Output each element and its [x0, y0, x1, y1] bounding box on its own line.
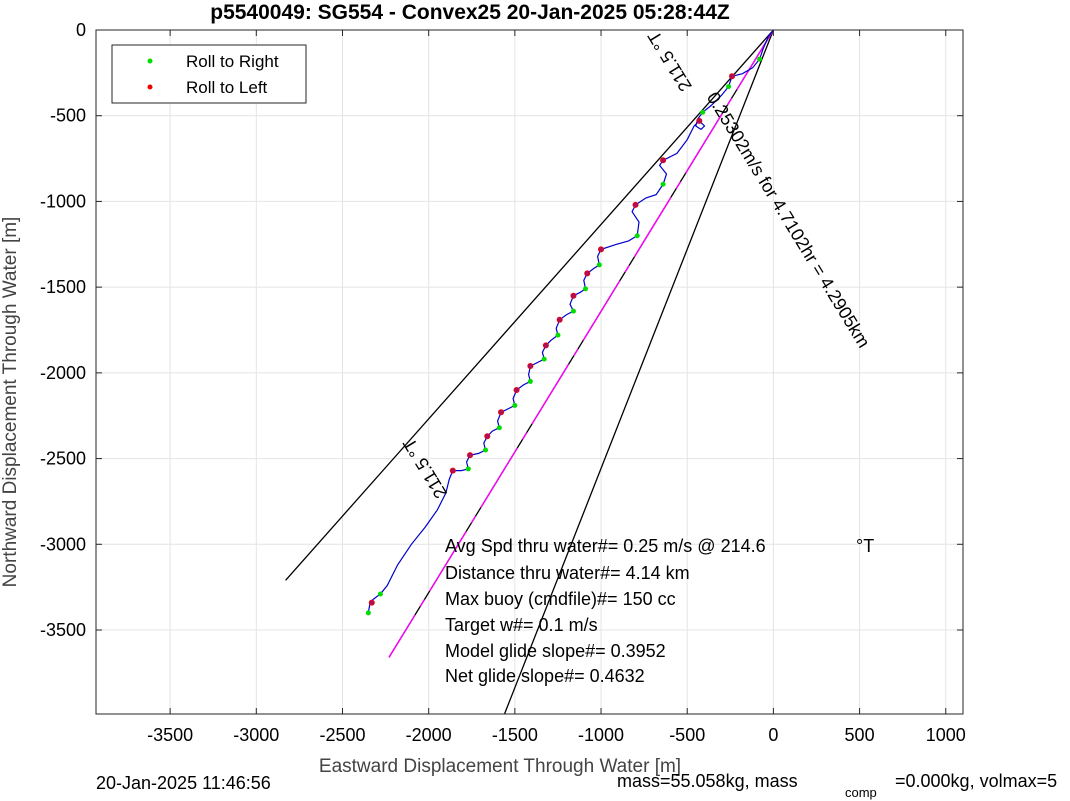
legend-marker-roll-right [147, 58, 153, 64]
footer-mass-info: mass=55.058kg, mass comp =0.000kg, volmax=… [617, 771, 1057, 800]
x-tick-label: -3000 [233, 725, 279, 745]
footer-date: 20-Jan-2025 11:46:56 [96, 773, 271, 793]
y-tick-label: 0 [76, 20, 86, 40]
x-tick-label: 1000 [926, 725, 966, 745]
roll-right-point [634, 233, 640, 239]
roll-right-point [483, 447, 489, 453]
x-tick-label: 500 [845, 725, 875, 745]
roll-right-point [660, 181, 666, 187]
roll-right-point [555, 332, 561, 338]
roll-left-point-center [633, 202, 638, 208]
roll-right-point [596, 262, 602, 268]
roll-left-point-center [557, 317, 562, 322]
roll-right-point [583, 286, 589, 292]
roll-right-point [496, 425, 502, 431]
roll-right-point [541, 356, 547, 362]
roll-left-point-center [598, 247, 604, 252]
cone-line-1 [503, 29, 775, 715]
y-tick-label: -1000 [40, 191, 86, 211]
line-annotations: 0.25302m/s for 4.7102hr = 4.2905km211.5 … [399, 27, 874, 502]
roll-left-point-center [660, 158, 666, 163]
x-tick-label: -2500 [319, 725, 365, 745]
x-tick-label: -500 [669, 725, 705, 745]
y-tick-label: -2000 [40, 363, 86, 383]
roll-right-point [726, 84, 732, 90]
roll-right-point [527, 378, 533, 384]
cone-line-0 [285, 29, 774, 581]
x-tick-label: -3500 [147, 725, 193, 745]
x-tick-label: 0 [768, 725, 778, 745]
stats-line-avg-speed: Avg Spd thru water#= 0.25 m/s @ 214.6 [445, 536, 766, 556]
heading-line [388, 29, 774, 658]
roll-left-point-center [514, 387, 519, 393]
roll-left-point-center [697, 118, 702, 124]
plot-frame [95, 29, 964, 715]
plot-series [285, 29, 775, 715]
roll-left-point-center [485, 434, 490, 439]
roll-left-point-center [571, 293, 576, 298]
legend-label-roll-right: Roll to Right [186, 52, 279, 71]
roll-left-point-center [450, 468, 455, 473]
roll-left-point-center [585, 271, 590, 276]
legend: Roll to Right Roll to Left [111, 44, 307, 104]
roll-right-point [465, 466, 471, 472]
stats-line-distance: Distance thru water#= 4.14 km [445, 563, 690, 583]
roll-left-point-center [498, 410, 504, 415]
x-tick-label: -2000 [406, 725, 452, 745]
legend-box [111, 44, 307, 104]
roll-right-point [512, 402, 518, 408]
legend-marker-roll-left [147, 84, 153, 90]
stats-line-net-glide: Net glide slope#= 0.4632 [445, 666, 645, 686]
stats-line-unit: °T [856, 536, 874, 556]
roll-right-point [757, 56, 763, 62]
roll-right-point [365, 610, 371, 616]
y-tick-label: -1500 [40, 277, 86, 297]
annotation-heading-lower: 211.5 °T [399, 434, 451, 502]
y-tick-label: -3500 [40, 620, 86, 640]
x-tick-label: -1000 [578, 725, 624, 745]
footer-mass-prefix: mass=55.058kg, mass [617, 771, 798, 791]
x-axis-label: Eastward Displacement Through Water [m] [319, 756, 681, 777]
y-axis-label: Northward Displacement Through Water [m] [0, 217, 21, 588]
x-tick-label: -1500 [492, 725, 538, 745]
footer-mass-sub: comp [845, 785, 877, 800]
stats-line-model-glide: Model glide slope#= 0.3952 [445, 641, 666, 661]
stats-line-max-buoy: Max buoy (cmdfile)#= 150 cc [445, 589, 676, 609]
roll-left-point-center [369, 600, 374, 605]
roll-left-point-center [543, 343, 549, 348]
roll-right-point [377, 591, 383, 597]
roll-left-point-center [729, 74, 735, 79]
y-tick-label: -3000 [40, 534, 86, 554]
footer-mass-suffix: =0.000kg, volmax=5 [895, 771, 1057, 791]
roll-right-point [570, 308, 576, 314]
roll-right-point [700, 109, 706, 115]
stats-line-target-w: Target w#= 0.1 m/s [445, 615, 598, 635]
roll-left-point-center [467, 452, 473, 458]
annotation-heading-upper: 211.5 °T [644, 27, 696, 95]
y-tick-label: -2500 [40, 449, 86, 469]
chart-title: p5540049: SG554 - Convex25 20-Jan-2025 0… [210, 1, 730, 24]
y-tick-label: -500 [50, 106, 86, 126]
legend-label-roll-left: Roll to Left [186, 78, 268, 97]
axis-ticks: -3500 -3000 -2500 -2000 -1500 -1000 -500 0 500 10… [40, 20, 966, 745]
roll-left-point-center [528, 363, 533, 369]
stats-block: Avg Spd thru water#= 0.25 m/s @ 214.6 °T… [445, 536, 874, 686]
annotation-line-speed: 0.25302m/s for 4.7102hr = 4.2905km [703, 89, 874, 352]
